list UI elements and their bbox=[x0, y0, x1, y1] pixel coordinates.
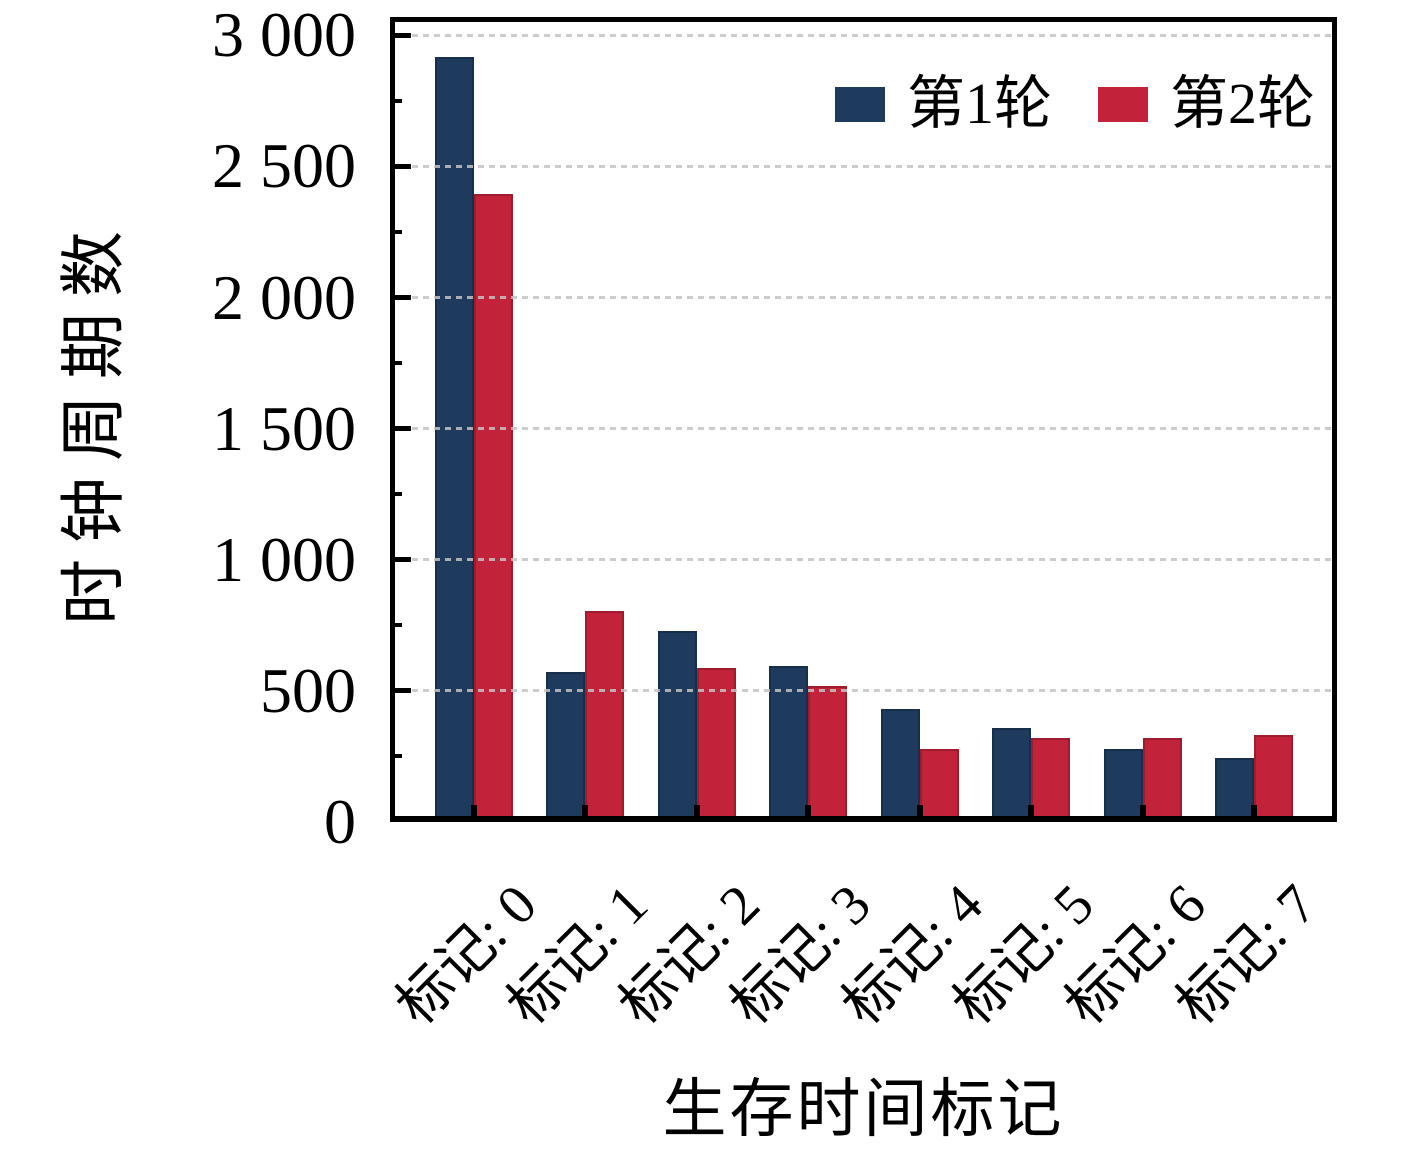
bar-series2-group3 bbox=[808, 685, 847, 822]
y-major-tick bbox=[390, 295, 411, 301]
y-minor-tick bbox=[390, 754, 402, 759]
bar-series2-group2 bbox=[696, 667, 736, 822]
plot-area: 第1轮 第2轮 bbox=[390, 17, 1337, 822]
bar-series1-group2 bbox=[657, 630, 697, 822]
gridline bbox=[390, 33, 1337, 37]
y-tick-label: 0 bbox=[324, 786, 356, 857]
y-tick-label: 1 000 bbox=[212, 523, 356, 595]
y-tick-label: 3 000 bbox=[212, 0, 356, 71]
bar-series1-group6 bbox=[1103, 749, 1143, 822]
bar-series2-group0 bbox=[473, 193, 513, 822]
legend-label: 第1轮 bbox=[906, 71, 1052, 136]
y-major-tick bbox=[390, 163, 411, 169]
gridline bbox=[390, 427, 1337, 431]
bar-series2-group1 bbox=[585, 610, 624, 822]
y-tick-label: 500 bbox=[260, 654, 356, 726]
x-tick bbox=[1251, 805, 1257, 822]
x-tick bbox=[916, 805, 923, 822]
x-tick bbox=[693, 805, 700, 822]
gridline bbox=[390, 689, 1337, 693]
bar-series1-group0 bbox=[434, 57, 474, 822]
y-minor-tick bbox=[390, 623, 402, 628]
legend-swatch bbox=[1097, 86, 1148, 122]
x-tick bbox=[805, 805, 811, 822]
bar-series2-group4 bbox=[919, 749, 959, 822]
y-major-tick bbox=[390, 557, 411, 563]
bar-series2-group6 bbox=[1142, 737, 1182, 822]
bar-series1-group4 bbox=[880, 708, 920, 822]
bar-series2-group7 bbox=[1254, 734, 1293, 822]
gridline bbox=[390, 296, 1337, 300]
bar-series1-group1 bbox=[546, 672, 585, 822]
legend-swatch bbox=[834, 86, 885, 122]
legend-label: 第2轮 bbox=[1169, 71, 1315, 136]
y-minor-tick bbox=[390, 492, 402, 497]
bar-series1-group7 bbox=[1215, 757, 1254, 822]
x-tick bbox=[582, 805, 588, 822]
y-minor-tick bbox=[390, 230, 402, 235]
y-minor-tick bbox=[390, 98, 402, 103]
y-major-tick bbox=[390, 426, 411, 432]
gridline bbox=[390, 558, 1337, 562]
y-tick-label: 2 500 bbox=[212, 130, 356, 202]
y-major-tick bbox=[390, 32, 411, 38]
bar-series2-group5 bbox=[1031, 737, 1070, 822]
y-major-tick bbox=[390, 688, 411, 694]
gridline bbox=[390, 164, 1337, 168]
x-tick bbox=[1028, 805, 1034, 822]
x-axis-title: 生存时间标记 bbox=[662, 1074, 1065, 1145]
legend-item: 第2轮 bbox=[1097, 71, 1315, 136]
y-tick-label: 1 500 bbox=[212, 392, 356, 464]
legend-item: 第1轮 bbox=[834, 71, 1052, 136]
legend: 第1轮 第2轮 bbox=[834, 71, 1315, 136]
x-tick bbox=[1139, 805, 1146, 822]
plot-frame bbox=[390, 17, 1337, 822]
y-minor-tick bbox=[390, 361, 402, 366]
bar-series1-group5 bbox=[992, 728, 1031, 822]
y-tick-label: 2 000 bbox=[212, 261, 356, 333]
x-tick bbox=[470, 805, 477, 822]
